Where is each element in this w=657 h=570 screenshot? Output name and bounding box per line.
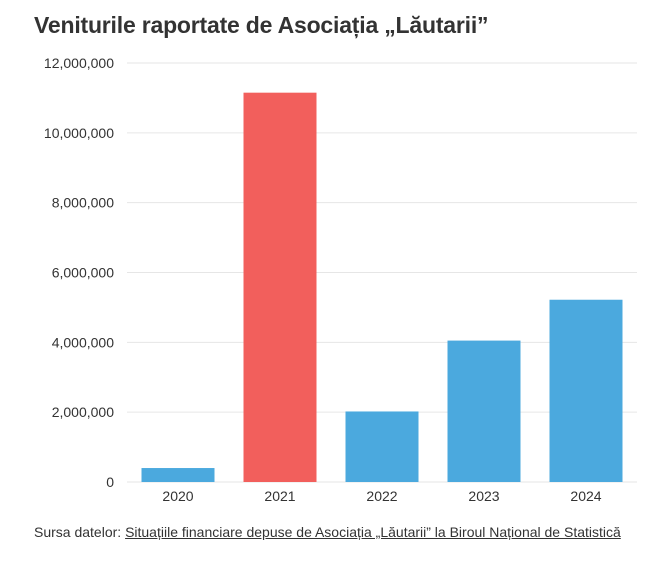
y-tick-label: 2,000,000: [52, 404, 114, 420]
bar-2023: [447, 340, 521, 482]
y-tick-label: 8,000,000: [52, 195, 114, 211]
x-axis-labels: 2020 2021 2022 2023 2024: [162, 488, 601, 504]
y-tick-label: 4,000,000: [52, 334, 114, 350]
y-tick-label: 10,000,000: [44, 125, 114, 141]
x-tick-label-2022: 2022: [366, 488, 397, 504]
y-axis-labels: 0 2,000,000 4,000,000 6,000,000 8,000,000 10,…: [44, 55, 114, 490]
bars: [141, 92, 623, 482]
y-tick-label: 6,000,000: [52, 265, 114, 281]
x-tick-label-2024: 2024: [570, 488, 601, 504]
chart-title: Veniturile raportate de Asociația „Lăuta…: [34, 12, 489, 38]
bar-2020: [141, 468, 215, 482]
y-tick-label: 12,000,000: [44, 55, 114, 71]
source-link[interactable]: Situațiile financiare depuse de Asociați…: [125, 524, 621, 540]
x-tick-label-2023: 2023: [468, 488, 499, 504]
bar-2024: [549, 299, 623, 482]
bar-chart: 0 2,000,000 4,000,000 6,000,000 8,000,000 10,…: [44, 55, 637, 504]
data-source: Sursa datelor: Situațiile financiare dep…: [34, 523, 624, 542]
source-prefix: Sursa datelor:: [34, 524, 126, 540]
x-tick-label-2021: 2021: [264, 488, 295, 504]
bar-2022: [345, 411, 419, 482]
y-tick-label: 0: [106, 474, 114, 490]
x-tick-label-2020: 2020: [162, 488, 193, 504]
bar-2021: [243, 92, 317, 482]
